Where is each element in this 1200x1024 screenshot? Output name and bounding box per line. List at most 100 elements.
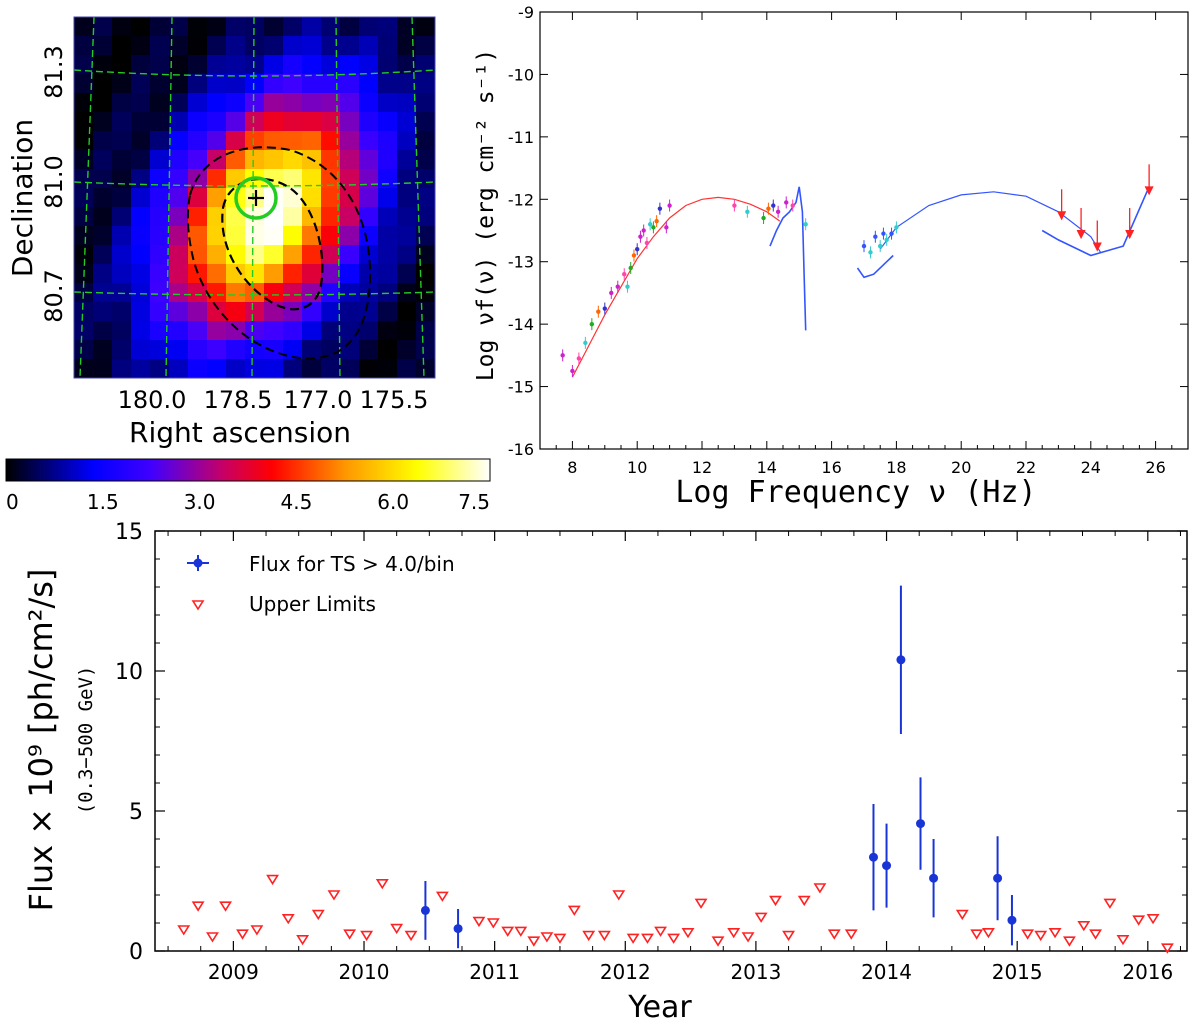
sed-data-point [884,237,889,243]
heatmap-cell [359,131,379,151]
declination-grid-line [73,69,436,77]
heatmap-cell [264,283,284,303]
heatmap-cell [131,207,151,227]
heatmap-cell [245,321,265,341]
heatmap-cell [226,340,246,360]
heatmap-cell [226,283,246,303]
heatmap-cell [359,302,379,322]
heatmap-cell [169,55,189,75]
colorbar-tick-label: 1.5 [87,490,119,514]
sed-data-point [576,356,582,361]
sed-ylabel: Log νf(ν) (erg cm⁻² s⁻¹) [473,49,499,381]
upper-limit-marker [1089,929,1103,940]
heatmap-cell [150,93,170,113]
heatmap-cell [207,340,227,360]
heatmap-cell [321,245,341,265]
heatmap-cell [378,321,398,341]
heatmap-cell [131,264,151,284]
lc-x-tick-label: 2013 [730,960,781,984]
declination-grid-line [73,181,436,187]
sed-y-tick-label: -15 [508,378,534,397]
sed-gamma-bowtie [1041,186,1150,257]
heatmap-cell [264,359,284,379]
heatmap-cell [188,55,208,75]
heatmap-cell [397,131,417,151]
ts-map-coordinate-grid [73,16,436,379]
heatmap-cell [264,36,284,56]
heatmap-cell [74,207,94,227]
sed-xlabel: Log Frequency ν (Hz) [675,475,1036,510]
sed-data-point [631,253,637,258]
heatmap-cell [378,17,398,37]
heatmap-cell [416,150,436,170]
heatmap-cell [340,17,360,37]
heatmap-cell [416,188,436,208]
light-curve-ylabel-energy-range: (0.3−500 GeV) [75,666,97,815]
heatmap-cell [226,93,246,113]
lc-x-tick-label: 2012 [600,960,651,984]
heatmap-cell [359,93,379,113]
heatmap-cell [207,17,227,37]
heatmap-cell [283,302,303,322]
heatmap-cell [93,207,113,227]
heatmap-cell [112,226,132,246]
ts-map-y-tick-label: 81.0 [40,155,68,208]
sed-panel: 8 10 12 14 16 18 20 22 24 26 -16 -15 -14 -13 -12 -11 -10… [473,3,1189,510]
colorbar: 0 1.5 3.0 4.5 6.0 7.5 [5,458,491,514]
heatmap-cell [378,226,398,246]
ts-map-x-tick-label: 178.5 [204,386,273,414]
heatmap-cell [74,131,94,151]
heatmap-cell [112,36,132,56]
heatmap-cell [359,74,379,94]
upper-limit-marker [435,891,449,902]
heatmap-cell [74,340,94,360]
upper-limit-marker [813,883,827,894]
heatmap-cell [359,150,379,170]
heatmap-cell [321,226,341,246]
heatmap-cell [74,169,94,189]
sed-data-point [560,353,565,358]
heatmap-cell [302,245,322,265]
heatmap-cell [283,131,303,151]
heatmap-cell [112,17,132,37]
heatmap-cell [112,131,132,151]
heatmap-cell [321,74,341,94]
heatmap-cell [93,188,113,208]
heatmap-cell [150,74,170,94]
heatmap-cell [188,188,208,208]
heatmap-cell [207,169,227,189]
heatmap-cell [112,359,132,379]
heatmap-cell [207,302,227,322]
flux-point [882,861,892,871]
heatmap-cell [131,150,151,170]
heatmap-cell [302,93,322,113]
heatmap-cell [226,74,246,94]
ts-map-x-tick-label: 180.0 [118,386,187,414]
heatmap-cell [245,302,265,322]
heatmap-cell [397,245,417,265]
flux-point [1007,915,1017,925]
sed-y-tick-label: -16 [508,440,534,459]
heatmap-cell [131,55,151,75]
heatmap-cell [378,340,398,360]
heatmap-cell [169,264,189,284]
heatmap-cell [378,131,398,151]
heatmap-cell [378,359,398,379]
sed-data-point [766,206,771,211]
heatmap-cell [93,36,113,56]
upper-limit-marker [694,898,708,909]
sed-upper-limit-arrow [1125,229,1135,240]
heatmap-cell [283,93,303,113]
heatmap-cell [359,112,379,132]
heatmap-cell [131,283,151,303]
heatmap-cell [169,245,189,265]
sed-axis-ticks: 8 10 12 14 16 18 20 22 24 26 -16 -15 -14 -13 -12 -11 -10… [508,3,1188,477]
heatmap-cell [340,226,360,246]
upper-limit-marker [827,929,841,940]
heatmap-cell [321,321,341,341]
heatmap-cell [74,112,94,132]
heatmap-cell [245,283,265,303]
heatmap-cell [93,131,113,151]
heatmap-cell [283,36,303,56]
sed-x-tick-label: 18 [886,458,906,477]
